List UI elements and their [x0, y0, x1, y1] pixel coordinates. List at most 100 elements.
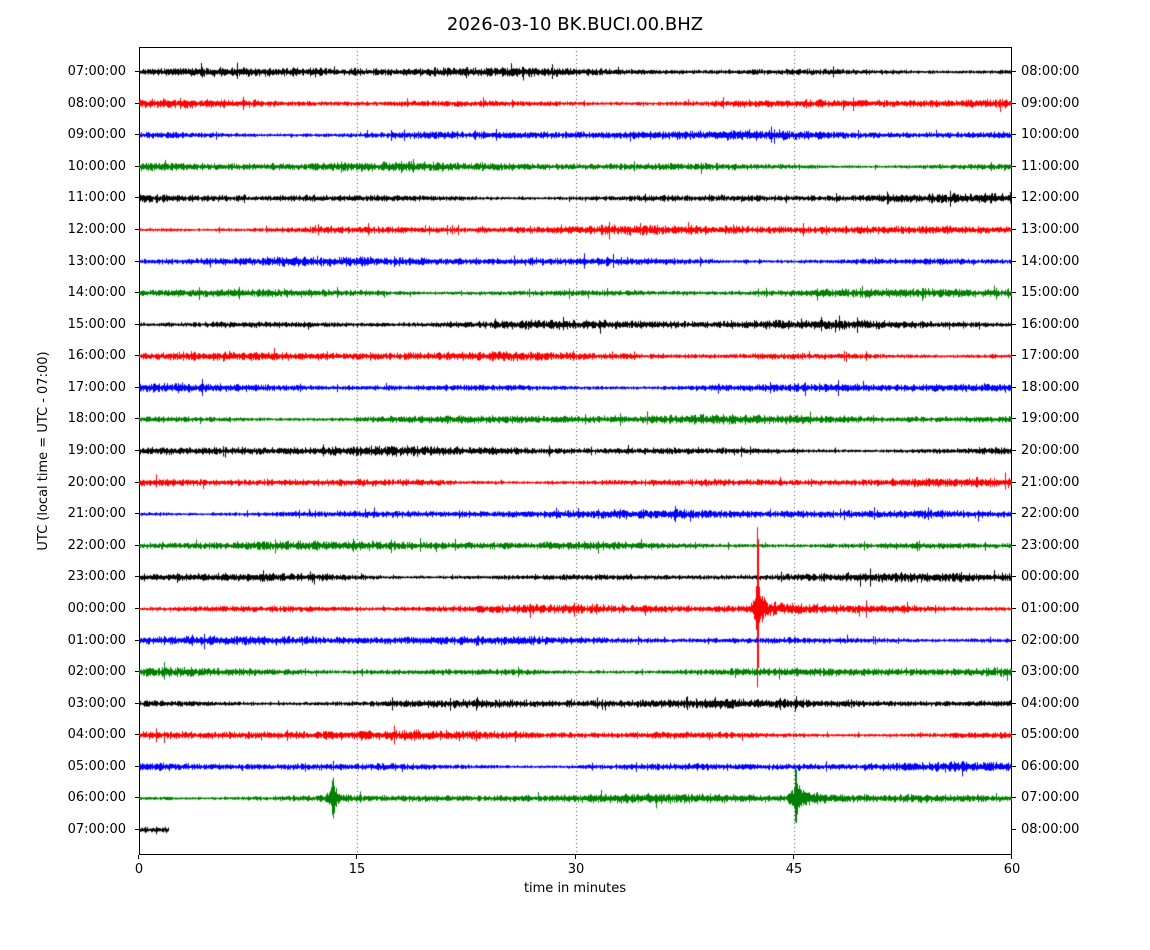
axis-tick	[135, 671, 139, 672]
local-time-label: 12:00:00	[1021, 190, 1080, 205]
axis-tick	[1012, 513, 1016, 514]
x-tick-label: 0	[134, 862, 144, 877]
local-time-label: 16:00:00	[1021, 317, 1080, 332]
local-time-label: 14:00:00	[1021, 254, 1080, 269]
utc-time-label: 07:00:00	[67, 822, 126, 837]
local-time-label: 08:00:00	[1021, 64, 1080, 79]
utc-time-label: 09:00:00	[67, 127, 126, 142]
axis-tick	[135, 640, 139, 641]
axis-tick	[1012, 71, 1016, 72]
utc-time-label: 14:00:00	[67, 285, 126, 300]
axis-tick	[1012, 387, 1016, 388]
utc-time-label: 00:00:00	[67, 601, 126, 616]
local-time-label: 19:00:00	[1021, 411, 1080, 426]
axis-tick	[135, 71, 139, 72]
axis-tick	[1012, 450, 1016, 451]
axis-tick	[135, 576, 139, 577]
utc-time-label: 18:00:00	[67, 411, 126, 426]
axis-tick	[135, 829, 139, 830]
utc-time-label: 10:00:00	[67, 159, 126, 174]
utc-time-label: 05:00:00	[67, 759, 126, 774]
axis-tick	[135, 703, 139, 704]
utc-time-label: 04:00:00	[67, 727, 126, 742]
axis-tick	[135, 545, 139, 546]
local-time-label: 23:00:00	[1021, 538, 1080, 553]
x-axis-label: time in minutes	[523, 881, 627, 896]
axis-tick	[1012, 324, 1016, 325]
axis-tick	[135, 387, 139, 388]
axis-tick	[1012, 576, 1016, 577]
utc-time-label: 03:00:00	[67, 696, 126, 711]
utc-time-label: 19:00:00	[67, 443, 126, 458]
axis-tick	[1012, 292, 1016, 293]
local-time-label: 22:00:00	[1021, 506, 1080, 521]
local-time-label: 13:00:00	[1021, 222, 1080, 237]
axis-tick	[135, 608, 139, 609]
axis-tick	[1012, 797, 1016, 798]
axis-tick	[135, 766, 139, 767]
axis-tick	[1012, 261, 1016, 262]
local-time-label: 07:00:00	[1021, 790, 1080, 805]
axis-tick	[1012, 766, 1016, 767]
seismogram-traces-canvas	[139, 47, 1012, 855]
axis-tick	[1012, 640, 1016, 641]
utc-time-label: 12:00:00	[67, 222, 126, 237]
axis-tick	[135, 134, 139, 135]
axis-tick	[135, 797, 139, 798]
axis-tick	[356, 855, 357, 859]
utc-time-label: 16:00:00	[67, 348, 126, 363]
local-time-label: 03:00:00	[1021, 664, 1080, 679]
axis-tick	[135, 229, 139, 230]
local-time-label: 20:00:00	[1021, 443, 1080, 458]
axis-tick	[135, 292, 139, 293]
axis-tick	[135, 734, 139, 735]
axis-tick	[135, 166, 139, 167]
utc-time-label: 23:00:00	[67, 569, 126, 584]
utc-time-label: 06:00:00	[67, 790, 126, 805]
local-time-label: 01:00:00	[1021, 601, 1080, 616]
axis-tick	[1012, 418, 1016, 419]
local-time-label: 02:00:00	[1021, 633, 1080, 648]
x-tick-label: 45	[785, 862, 803, 877]
axis-tick	[1011, 855, 1012, 859]
axis-tick	[1012, 355, 1016, 356]
axis-tick	[1012, 608, 1016, 609]
local-time-label: 11:00:00	[1021, 159, 1080, 174]
axis-tick	[135, 513, 139, 514]
chart-title: 2026-03-10 BK.BUCI.00.BHZ	[446, 14, 704, 35]
axis-tick	[1012, 734, 1016, 735]
axis-tick	[135, 324, 139, 325]
axis-tick	[575, 855, 576, 859]
axis-tick	[1012, 166, 1016, 167]
axis-tick	[793, 855, 794, 859]
local-time-label: 17:00:00	[1021, 348, 1080, 363]
axis-tick	[135, 450, 139, 451]
x-tick-label: 15	[348, 862, 366, 877]
axis-tick	[1012, 482, 1016, 483]
local-time-label: 09:00:00	[1021, 96, 1080, 111]
utc-time-label: 11:00:00	[67, 190, 126, 205]
local-time-label: 10:00:00	[1021, 127, 1080, 142]
local-time-label: 04:00:00	[1021, 696, 1080, 711]
utc-time-label: 17:00:00	[67, 380, 126, 395]
axis-tick	[138, 855, 139, 859]
local-time-label: 05:00:00	[1021, 727, 1080, 742]
utc-time-label: 21:00:00	[67, 506, 126, 521]
utc-time-label: 22:00:00	[67, 538, 126, 553]
x-tick-label: 30	[567, 862, 585, 877]
local-time-label: 21:00:00	[1021, 475, 1080, 490]
utc-time-label: 08:00:00	[67, 96, 126, 111]
axis-tick	[135, 197, 139, 198]
axis-tick	[135, 355, 139, 356]
local-time-label: 08:00:00	[1021, 822, 1080, 837]
local-time-label: 06:00:00	[1021, 759, 1080, 774]
utc-time-label: 13:00:00	[67, 254, 126, 269]
utc-time-label: 07:00:00	[67, 64, 126, 79]
axis-tick	[135, 418, 139, 419]
axis-tick	[1012, 229, 1016, 230]
local-time-label: 15:00:00	[1021, 285, 1080, 300]
axis-tick	[1012, 703, 1016, 704]
local-time-label: 18:00:00	[1021, 380, 1080, 395]
axis-tick	[135, 482, 139, 483]
